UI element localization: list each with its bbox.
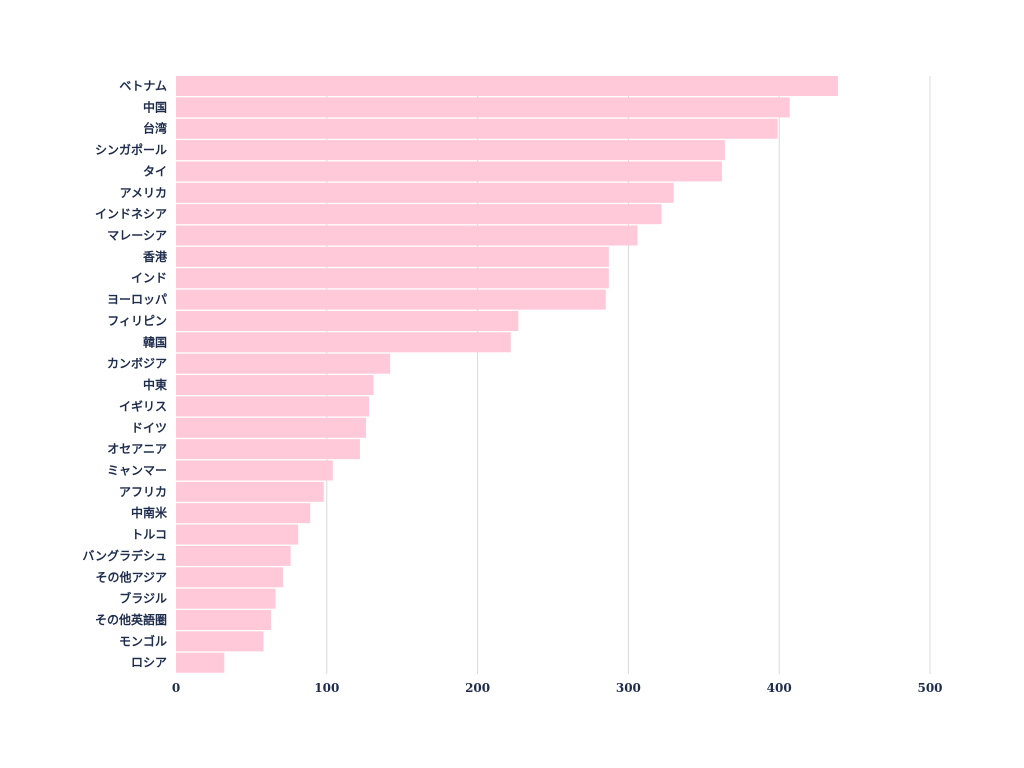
category-label: フィリピン	[107, 314, 167, 328]
category-label: ベトナム	[119, 79, 167, 93]
x-tick-label: 200	[465, 681, 490, 695]
category-label: ヨーロッパ	[107, 293, 167, 307]
bar	[176, 481, 324, 502]
bar	[176, 545, 291, 566]
category-label: バングラデシュ	[82, 548, 167, 563]
bar	[176, 204, 662, 225]
category-label: インド	[131, 271, 167, 285]
x-tick-label: 0	[172, 681, 180, 695]
bar	[176, 567, 284, 588]
x-tick-label: 400	[767, 681, 792, 695]
bar	[176, 588, 276, 609]
category-label: その他アジア	[95, 569, 167, 584]
bar	[176, 289, 606, 310]
category-label: ミャンマー	[107, 463, 167, 477]
category-label: タイ	[143, 164, 167, 178]
category-label: オセアニア	[107, 442, 167, 456]
bar	[176, 246, 609, 267]
bar	[176, 353, 391, 374]
bar	[176, 140, 725, 161]
bar	[176, 610, 272, 630]
category-label: マレーシア	[107, 229, 167, 243]
category-label: 韓国	[143, 334, 167, 349]
bar	[176, 396, 370, 417]
bar	[176, 97, 790, 118]
category-label: 中南米	[131, 505, 168, 520]
x-tick-label: 100	[314, 681, 339, 695]
category-label: その他英語圏	[95, 612, 167, 627]
category-label: ロシア	[131, 656, 167, 670]
bar	[176, 652, 225, 673]
category-label: モンゴル	[119, 633, 167, 648]
category-label: トルコ	[131, 528, 167, 542]
category-label: シンガポール	[95, 142, 167, 157]
bar	[176, 161, 722, 182]
bar	[176, 375, 374, 396]
category-label: ドイツ	[131, 421, 167, 435]
bar	[176, 524, 299, 545]
bar	[176, 503, 311, 524]
category-label: 香港	[142, 249, 168, 264]
category-label: ブラジル	[119, 591, 167, 606]
x-axis-tick-labels: 0 100 200 300 400 500	[172, 681, 943, 695]
x-tick-label: 500	[917, 681, 942, 695]
category-label: 中国	[143, 99, 167, 114]
category-label: インドネシア	[95, 207, 167, 221]
bar	[176, 76, 839, 96]
bar	[176, 332, 511, 353]
bar	[176, 225, 638, 246]
category-label: 中東	[143, 377, 167, 392]
bar	[176, 417, 367, 438]
category-label: カンボジア	[107, 356, 167, 371]
bar	[176, 118, 778, 139]
bar	[176, 268, 609, 289]
bar	[176, 631, 264, 652]
category-label: 台湾	[143, 121, 167, 136]
bar	[176, 182, 674, 203]
bar	[176, 460, 333, 481]
category-label: イギリス	[119, 398, 167, 413]
bar-layer	[176, 76, 839, 673]
bar	[176, 439, 360, 460]
x-tick-label: 300	[616, 681, 641, 695]
category-label: アフリカ	[119, 485, 167, 499]
category-labels: ベトナム中国台湾シンガポールタイアメリカインドネシアマレーシア香港インドヨーロッ…	[82, 79, 168, 670]
category-label: アメリカ	[120, 186, 167, 200]
bar	[176, 310, 519, 331]
